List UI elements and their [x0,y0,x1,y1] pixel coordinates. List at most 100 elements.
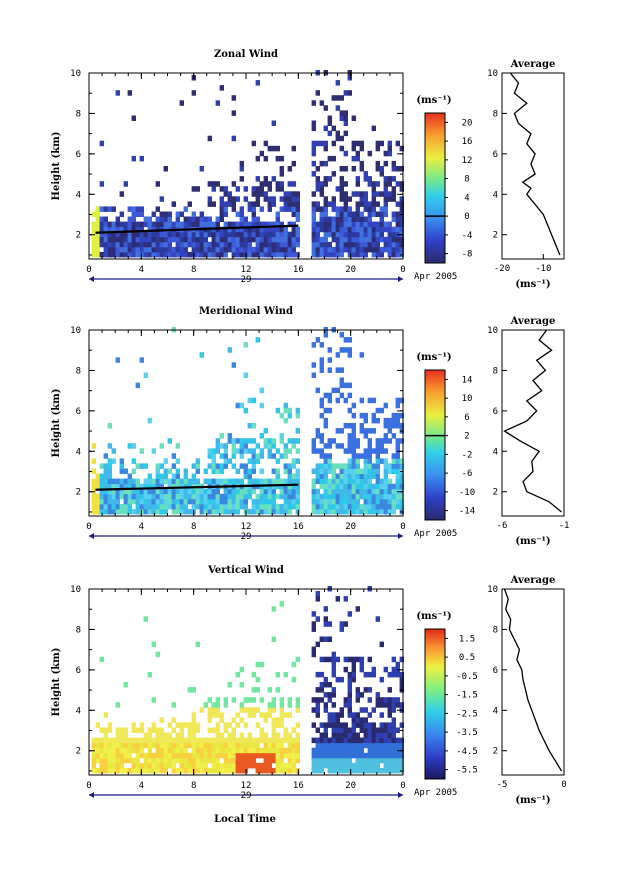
panel-title: Vertical Wind [207,565,284,576]
heatmap-cells [91,70,404,258]
average-x-tick-label: -10 [535,264,551,274]
average-y-tick-label: 4 [493,706,498,716]
colorbar-tick-label: 8 [464,175,469,185]
panel-title: Meridional Wind [199,306,293,317]
x-tick-label: 4 [139,265,144,275]
x-tick-label: 8 [191,522,196,532]
date-label: Apr 2005 [414,529,457,539]
day-bar-arrow-left [89,533,94,539]
day-label: 29 [241,791,252,801]
y-tick-label: 4 [76,190,81,200]
average-x-tick-label: -5 [497,780,508,790]
colorbar [424,369,446,521]
colorbar-tick-label: -2 [462,450,473,460]
x-tick-label: 4 [139,781,144,791]
average-y-tick-label: 10 [487,585,498,595]
colorbar-tick-label: -1.5 [456,691,478,701]
y-tick-label: 10 [70,585,81,595]
y-tick-label: 2 [76,747,81,757]
y-tick-label: 6 [76,150,81,160]
average-y-tick-label: 8 [493,109,498,119]
colorbar-tick-label: 4 [464,193,469,203]
x-tick-label: 0 [86,522,91,532]
date-label: Apr 2005 [414,272,457,282]
x-tick-label: 4 [139,522,144,532]
average-y-tick-label: 2 [493,231,498,241]
average-y-tick-label: 8 [493,625,498,635]
colorbar-tick-label: -14 [459,507,475,517]
average-y-tick-label: 8 [493,366,498,376]
x-tick-label: 0 [86,265,91,275]
x-tick-label: 12 [241,265,252,275]
average-y-tick-label: 2 [493,747,498,757]
date-label: Apr 2005 [414,788,457,798]
average-x-tick-label: 0 [561,780,566,790]
x-tick-label: 20 [345,781,356,791]
y-tick-label: 10 [70,326,81,336]
colorbar-tick-label: -3.5 [456,728,478,738]
day-bar-arrow-left [89,276,94,282]
x-tick-label: 8 [191,781,196,791]
colorbar-tick-label: -4 [462,231,473,241]
x-tick-label: 20 [345,522,356,532]
average-profile-line [503,329,562,513]
average-frame [501,588,565,776]
average-x-tick-label: -6 [497,521,508,531]
average-profile-line [503,588,563,772]
heatmap-cells [91,586,404,774]
average-y-tick-label: 2 [493,488,498,498]
colorbar-tick-label: 2 [464,432,469,442]
colorbar-tick-label: 6 [464,413,469,423]
colorbar-tick-label: 1.5 [459,634,475,644]
colorbar-tick-label: -6 [462,469,473,479]
x-axis-label: Local Time [214,814,276,825]
y-axis-label: Height (km) [51,389,62,458]
y-tick-label: 2 [76,488,81,498]
average-y-tick-label: 4 [493,190,498,200]
day-label: 29 [241,532,252,542]
colorbar-tick-label: 10 [462,394,473,404]
y-tick-label: 8 [76,109,81,119]
x-tick-label: 16 [293,781,304,791]
average-profile-line [509,72,561,256]
average-x-label: (ms⁻¹) [515,795,550,806]
x-tick-label: 16 [293,522,304,532]
y-tick-label: 4 [76,447,81,457]
average-x-tick-label: -1 [559,521,570,531]
colorbar-units: (ms⁻¹) [416,611,451,622]
x-tick-label: 0 [400,522,405,532]
panel-title: Zonal Wind [214,49,278,60]
average-y-tick-label: 4 [493,447,498,457]
colorbar-tick-label: 20 [462,118,473,128]
average-y-tick-label: 6 [493,666,498,676]
heatmap-cells [91,327,404,515]
average-x-tick-label: -20 [494,264,510,274]
colorbar-tick-label: -2.5 [456,709,478,719]
y-tick-label: 8 [76,625,81,635]
y-axis-label: Height (km) [51,132,62,201]
y-tick-label: 8 [76,366,81,376]
y-tick-label: 10 [70,69,81,79]
x-tick-label: 16 [293,265,304,275]
x-tick-label: 0 [400,265,405,275]
average-y-tick-label: 6 [493,150,498,160]
boundary-layer-line [95,483,299,491]
panel-1: Meridional Wind 2 4 6 8 10 Height (km) 0 4 8 12 16 2… [51,306,569,547]
day-bar-arrow-right [398,792,403,798]
y-tick-label: 6 [76,407,81,417]
y-tick-label: 4 [76,706,81,716]
average-title: Average [510,316,556,327]
colorbar-tick-label: -4.5 [456,747,478,757]
day-bar-arrow-right [398,276,403,282]
colorbar-tick-label: -10 [459,488,475,498]
colorbar [424,112,446,264]
x-tick-label: 8 [191,265,196,275]
x-tick-label: 12 [241,781,252,791]
x-tick-label: 12 [241,522,252,532]
colorbar-units: (ms⁻¹) [416,95,451,106]
day-bar-arrow-left [89,792,94,798]
colorbar-units: (ms⁻¹) [416,352,451,363]
